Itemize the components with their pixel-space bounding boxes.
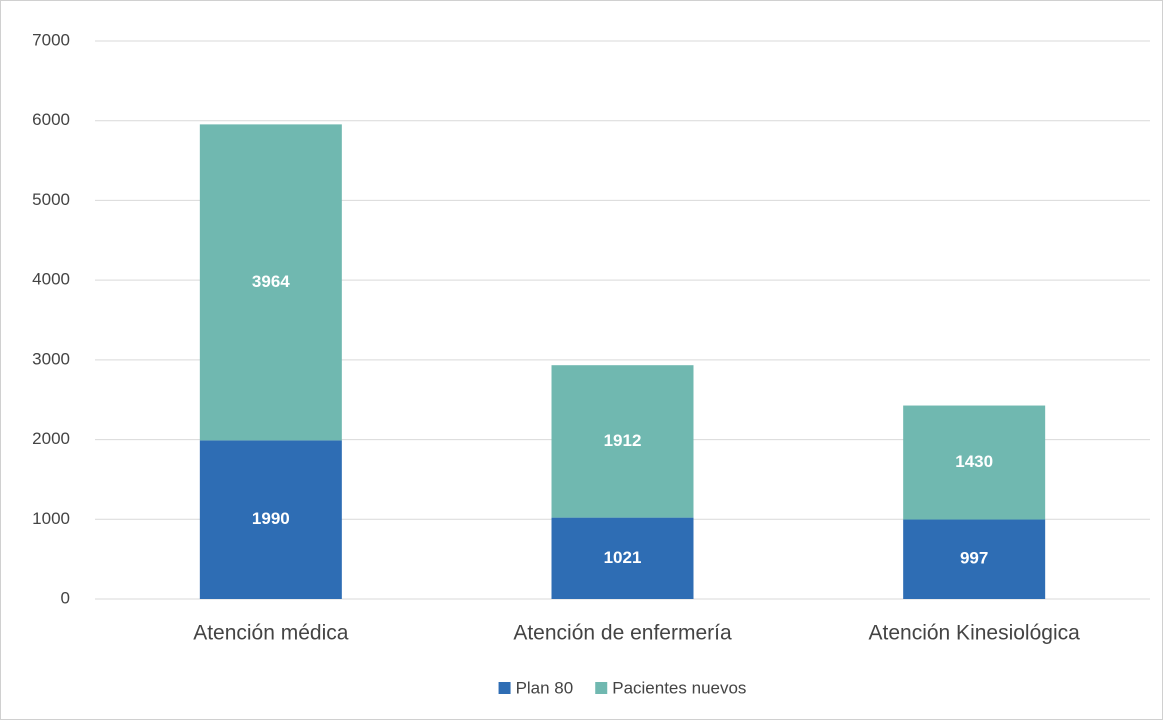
y-tick-label: 0 [61,588,70,607]
data-label: 1430 [955,452,993,471]
legend-swatch [498,682,511,694]
bar [903,519,1046,599]
bar [903,405,1046,520]
y-tick-label: 2000 [32,429,70,448]
x-tick-label: Atención de enfermería [513,622,732,645]
bar [199,124,342,441]
data-label: 1990 [252,509,290,528]
y-tick-label: 6000 [32,110,70,129]
y-tick-label: 3000 [32,349,70,368]
legend-swatch [595,682,608,694]
y-tick-label: 7000 [32,30,70,49]
bar [199,440,342,599]
legend-label: Plan 80 [516,678,574,697]
x-tick-label: Atención Kinesiológica [869,622,1081,645]
legend: Plan 80 Pacientes nuevos [498,678,746,697]
legend-label: Pacientes nuevos [612,678,746,697]
y-tick-label: 5000 [32,190,70,209]
y-tick-label: 1000 [32,509,70,528]
bar [551,365,694,518]
data-label: 1912 [604,431,642,450]
y-tick-label: 4000 [32,270,70,289]
x-tick-label: Atención médica [193,622,349,645]
data-label: 1021 [604,548,642,567]
data-label: 3964 [252,272,290,291]
data-label: 997 [960,549,988,568]
bar [551,517,694,599]
